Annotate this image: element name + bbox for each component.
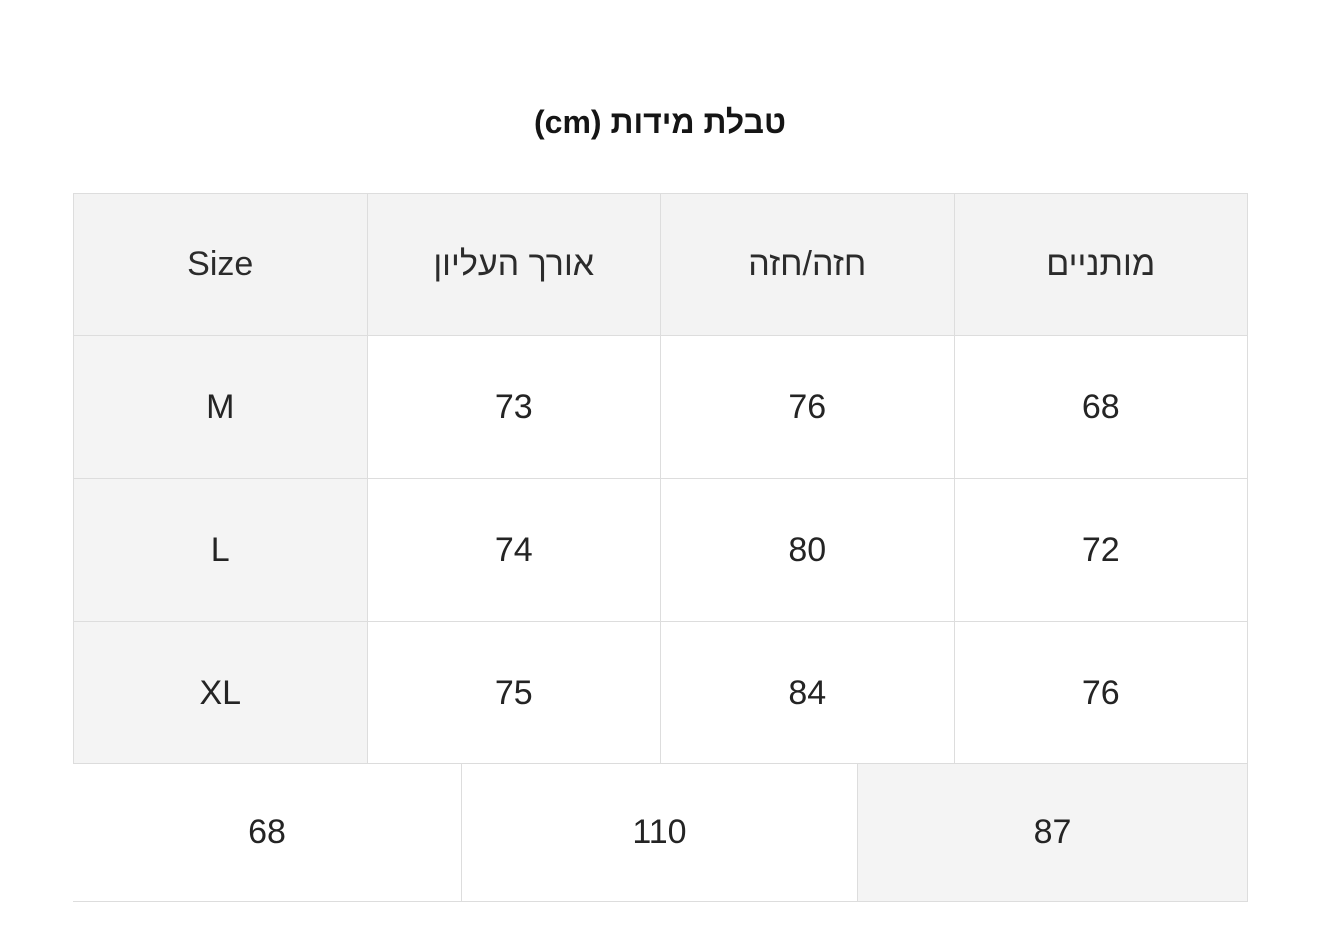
table-row: 68 76 73 M [73, 335, 1248, 479]
column-header-size: Size [73, 193, 368, 336]
cell-size: L [73, 478, 368, 622]
column-header-waist: מותניים [953, 193, 1248, 336]
cell-top-length: 75 [366, 621, 661, 765]
cell-chest: 84 [660, 621, 955, 765]
cell-waist: 68 [953, 335, 1248, 479]
cell-waist: 72 [953, 478, 1248, 622]
cell-top-length: 74 [366, 478, 661, 622]
size-table-container: מותניים חזה/חזה אורך העליון Size 68 76 7… [73, 193, 1248, 765]
cell-partial-1: 68 [73, 763, 462, 902]
page-title: טבלת מידות (cm) [534, 104, 786, 140]
cell-partial-2: 110 [461, 763, 858, 902]
column-header-top-length: אורך העליון [366, 193, 661, 336]
cell-chest: 76 [660, 335, 955, 479]
partial-row-body: 87 110 68 [73, 763, 1248, 902]
table-row: 76 84 75 XL [73, 621, 1248, 765]
table-row: 72 80 74 L [73, 478, 1248, 622]
cell-top-length: 73 [366, 335, 661, 479]
cell-chest: 80 [660, 478, 955, 622]
column-header-chest: חזה/חזה [660, 193, 955, 336]
partial-row-table: 87 110 68 [73, 763, 1248, 902]
cell-size: XL [73, 621, 368, 765]
table-header-row: מותניים חזה/חזה אורך העליון Size [73, 193, 1248, 336]
cell-waist: 76 [953, 621, 1248, 765]
size-table: מותניים חזה/חזה אורך העליון Size 68 76 7… [73, 193, 1248, 765]
table-body: 68 76 73 M 72 80 74 L 76 84 75 XL [73, 335, 1248, 765]
cell-size: M [73, 335, 368, 479]
table-header: מותניים חזה/חזה אורך העליון Size [73, 193, 1248, 336]
partial-row-container: 87 110 68 [73, 763, 1248, 944]
table-row: 87 110 68 [73, 763, 1248, 902]
cell-partial-3: 87 [857, 763, 1248, 902]
